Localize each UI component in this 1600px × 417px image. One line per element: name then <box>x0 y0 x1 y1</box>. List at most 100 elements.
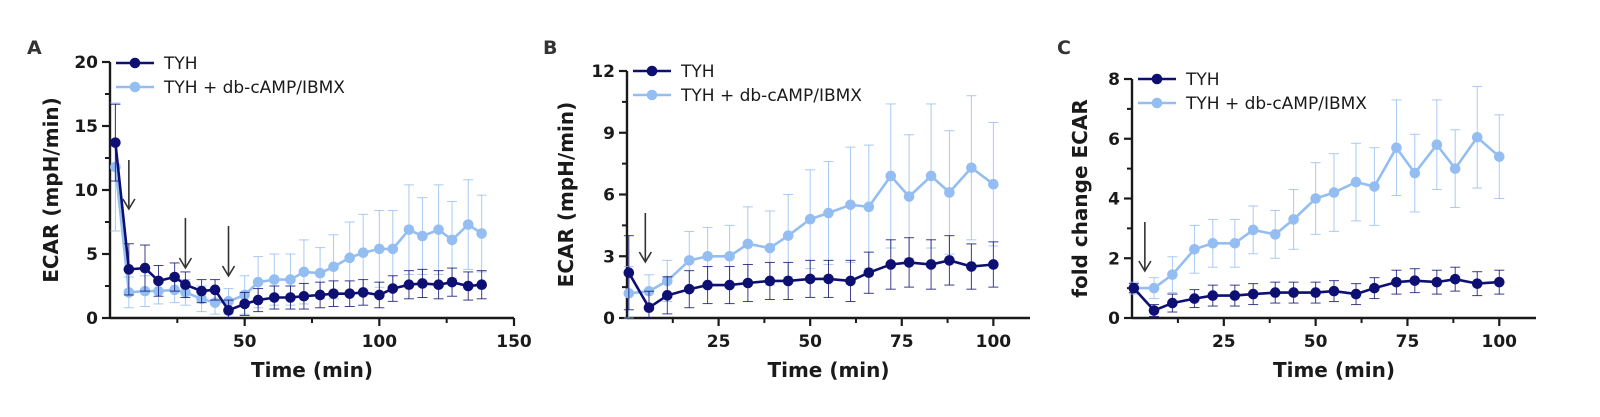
data-point <box>285 292 296 303</box>
data-point <box>476 279 487 291</box>
data-point <box>1288 214 1299 225</box>
data-point <box>823 273 834 285</box>
data-point <box>662 290 673 301</box>
data-point <box>328 261 339 273</box>
data-point <box>1449 273 1461 285</box>
data-point <box>1471 278 1483 289</box>
arrow-head <box>122 198 136 211</box>
legend-label: TYH <box>163 54 198 74</box>
x-tick-label: 75 <box>890 332 914 352</box>
data-point <box>1167 297 1178 309</box>
data-point <box>804 273 816 285</box>
legend-marker <box>129 81 141 93</box>
data-point <box>417 278 428 289</box>
data-point <box>1493 151 1505 162</box>
x-tick-label: 25 <box>1212 332 1236 352</box>
legend-marker <box>646 65 658 77</box>
y-tick-label: 6 <box>1108 130 1120 150</box>
data-point <box>1229 290 1241 301</box>
data-point <box>1328 285 1340 297</box>
data-point <box>298 290 310 302</box>
data-point <box>1409 275 1421 286</box>
data-point <box>314 289 326 301</box>
data-point <box>1431 139 1443 151</box>
y-axis-title: ECAR (mpH/min) <box>39 97 63 283</box>
y-tick-label: 0 <box>86 309 98 329</box>
data-point <box>1269 229 1281 240</box>
data-point <box>782 230 794 241</box>
legend-entry-tyh-camp: TYH + db-cAMP/IBMX <box>1138 94 1367 114</box>
data-point <box>885 259 897 270</box>
data-point <box>903 191 915 202</box>
data-point <box>925 259 937 270</box>
data-point <box>1310 193 1321 204</box>
data-point <box>966 162 977 174</box>
y-tick-label: 8 <box>1108 70 1120 90</box>
data-point <box>643 302 655 314</box>
y-tick-label: 4 <box>1108 190 1120 210</box>
data-point <box>1310 287 1321 298</box>
y-tick-label: 2 <box>1108 249 1120 269</box>
data-point <box>764 242 776 254</box>
data-point <box>285 274 296 285</box>
legend-label: TYH <box>680 62 715 82</box>
legend-marker <box>129 57 141 69</box>
data-point <box>724 279 735 291</box>
data-point <box>1128 282 1140 294</box>
data-point <box>804 213 816 225</box>
y-tick-label: 9 <box>603 124 615 144</box>
data-point <box>387 243 399 255</box>
y-tick-label: 3 <box>603 247 615 267</box>
x-axis-title: Time (min) <box>1273 358 1395 382</box>
data-point <box>433 224 444 235</box>
data-point <box>903 257 915 268</box>
data-point <box>702 250 713 262</box>
data-point <box>683 255 695 266</box>
data-point <box>357 247 369 259</box>
data-point <box>1471 131 1483 143</box>
data-point <box>446 234 458 246</box>
series-tyh-camp <box>623 95 999 319</box>
data-point <box>209 284 221 296</box>
arrow-head <box>221 265 236 278</box>
legend-entry-tyh: TYH <box>116 54 198 74</box>
y-tick-label: 20 <box>74 53 98 73</box>
legend-label: TYH + db-cAMP/IBMX <box>163 78 345 98</box>
data-point <box>268 274 280 285</box>
data-point <box>433 279 444 291</box>
data-point <box>268 292 280 303</box>
arrow-head <box>178 257 193 270</box>
data-point <box>252 276 264 288</box>
y-tick-label: 6 <box>603 186 615 206</box>
data-point <box>223 305 234 316</box>
data-point <box>683 283 695 295</box>
legend-label: TYH + db-cAMP/IBMX <box>1185 94 1367 114</box>
x-axis-title: Time (min) <box>767 358 889 382</box>
x-tick-label: 75 <box>1396 332 1420 352</box>
data-point <box>1391 142 1402 154</box>
data-point <box>374 243 385 255</box>
data-point <box>1269 287 1281 298</box>
data-point <box>328 288 339 299</box>
data-point <box>1229 238 1241 249</box>
data-point <box>169 271 180 283</box>
series-line <box>1133 135 1501 290</box>
x-tick-label: 25 <box>707 332 731 352</box>
data-point <box>702 279 713 291</box>
data-point <box>1247 224 1259 236</box>
data-point <box>863 201 875 213</box>
x-tick-label: 50 <box>1304 332 1328 352</box>
x-axis-title: Time (min) <box>251 358 373 382</box>
data-point <box>782 275 794 287</box>
data-point <box>153 275 164 287</box>
data-point <box>988 259 999 270</box>
data-point <box>387 283 399 294</box>
data-point <box>944 255 955 266</box>
legend-label: TYH <box>1185 70 1220 90</box>
data-point <box>1167 269 1178 280</box>
arrow-head <box>638 251 653 264</box>
legend-entry-tyh-camp: TYH + db-cAMP/IBMX <box>633 86 862 106</box>
data-point <box>1350 288 1362 300</box>
data-point <box>966 261 977 272</box>
y-axis-title: fold change ECAR <box>1068 99 1092 297</box>
